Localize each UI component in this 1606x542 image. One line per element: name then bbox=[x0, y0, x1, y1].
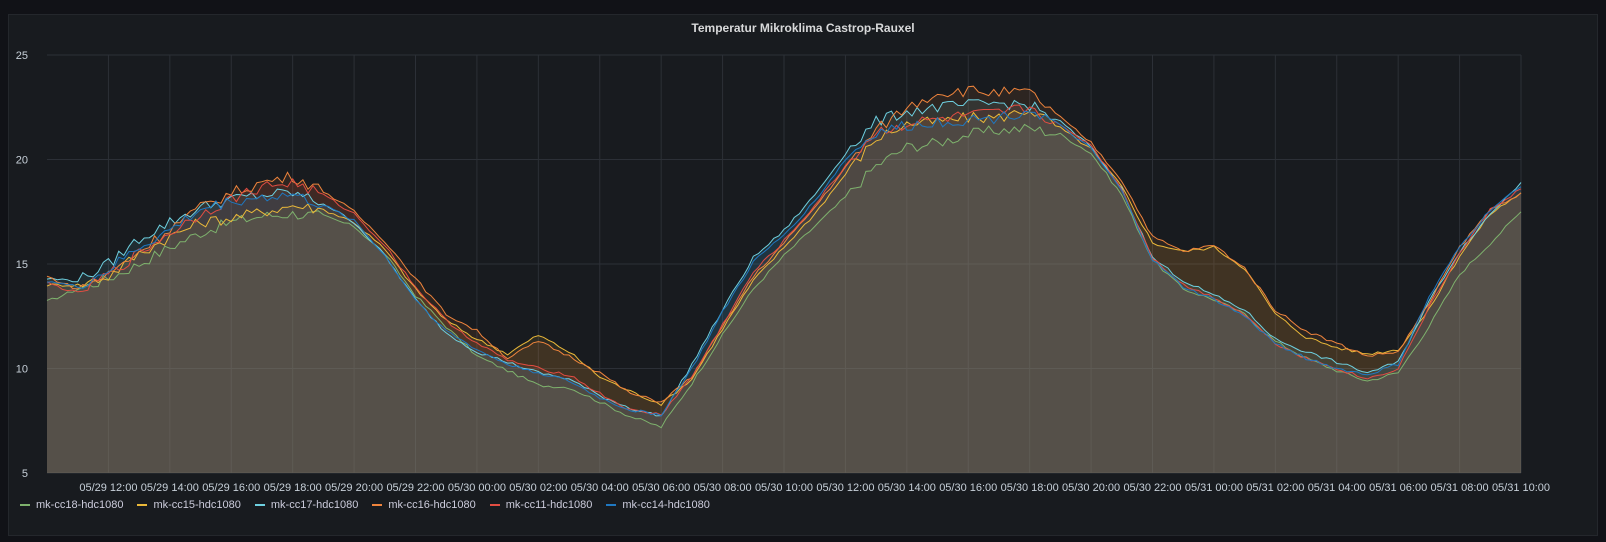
series-line[interactable] bbox=[46, 85, 1522, 403]
x-tick-label: 05/29 16:00 bbox=[202, 482, 260, 494]
x-tick-label: 05/30 16:00 bbox=[939, 482, 997, 494]
legend-item[interactable]: mk-cc16-hdc1080 bbox=[372, 499, 476, 511]
y-tick-label: 10 bbox=[16, 364, 28, 376]
x-tick-label: 05/30 14:00 bbox=[878, 482, 936, 494]
series-line[interactable] bbox=[46, 99, 1522, 417]
y-tick-label: 25 bbox=[16, 50, 28, 62]
panel-title[interactable]: Temperatur Mikroklima Castrop-Rauxel bbox=[691, 21, 915, 35]
graph-panel: Temperatur Mikroklima Castrop-Rauxel bbox=[8, 14, 1598, 536]
x-tick-label: 05/30 18:00 bbox=[1001, 482, 1059, 494]
legend-item[interactable]: mk-cc18-hdc1080 bbox=[20, 499, 123, 511]
x-tick-label: 05/31 00:00 bbox=[1185, 482, 1243, 494]
series-area bbox=[47, 86, 1521, 473]
series-area bbox=[47, 99, 1521, 473]
x-tick-label: 05/30 12:00 bbox=[816, 482, 874, 494]
y-tick-label: 15 bbox=[16, 259, 28, 271]
x-tick-label: 05/31 10:00 bbox=[1492, 482, 1550, 494]
legend-swatch bbox=[489, 504, 500, 506]
x-tick-label: 05/30 00:00 bbox=[448, 482, 506, 494]
legend-label: mk-cc18-hdc1080 bbox=[36, 499, 124, 511]
x-tick-label: 05/31 04:00 bbox=[1308, 482, 1366, 494]
legend-label: mk-cc15-hdc1080 bbox=[153, 499, 241, 511]
legend-item[interactable]: mk-cc17-hdc1080 bbox=[254, 499, 359, 511]
legend-item[interactable]: mk-cc11-hdc1080 bbox=[489, 499, 593, 511]
x-tick-label: 05/29 18:00 bbox=[264, 482, 322, 494]
legend-item[interactable]: mk-cc15-hdc1080 bbox=[137, 499, 241, 511]
legend-label: mk-cc11-hdc1080 bbox=[505, 499, 593, 511]
x-tick-label: 05/30 06:00 bbox=[632, 482, 690, 494]
series-area bbox=[47, 110, 1521, 473]
x-tick-label: 05/29 14:00 bbox=[141, 482, 199, 494]
x-tick-label: 05/30 22:00 bbox=[1123, 482, 1181, 494]
series-area bbox=[47, 105, 1521, 473]
x-tick-label: 05/31 08:00 bbox=[1431, 482, 1489, 494]
legend-label: mk-cc16-hdc1080 bbox=[388, 499, 476, 511]
x-tick-label: 05/30 20:00 bbox=[1062, 482, 1120, 494]
legend-swatch bbox=[606, 504, 617, 506]
series-area bbox=[47, 124, 1521, 474]
legend-swatch bbox=[20, 504, 30, 506]
series-line[interactable] bbox=[46, 123, 1522, 429]
series-area bbox=[47, 111, 1521, 473]
x-tick-label: 05/30 02:00 bbox=[509, 482, 567, 494]
y-tick-label: 5 bbox=[22, 468, 28, 480]
x-tick-label: 05/29 12:00 bbox=[79, 482, 137, 494]
x-tick-label: 05/31 06:00 bbox=[1369, 482, 1427, 494]
legend-swatch bbox=[137, 504, 148, 506]
legend-item[interactable]: mk-cc14-hdc1080 bbox=[606, 499, 710, 511]
x-tick-label: 05/30 04:00 bbox=[571, 482, 629, 494]
y-tick-label: 20 bbox=[16, 155, 28, 167]
legend-label: mk-cc14-hdc1080 bbox=[622, 499, 710, 511]
x-tick-label: 05/29 20:00 bbox=[325, 482, 383, 494]
legend: mk-cc18-hdc1080 mk-cc15-hdc1080 mk-cc17-hd… bbox=[20, 499, 724, 511]
legend-swatch bbox=[372, 504, 383, 506]
x-tick-label: 05/30 08:00 bbox=[694, 482, 752, 494]
x-tick-label: 05/31 02:00 bbox=[1246, 482, 1304, 494]
series-line[interactable] bbox=[46, 110, 1522, 407]
series-line[interactable] bbox=[46, 110, 1522, 417]
x-tick-label: 05/29 22:00 bbox=[386, 482, 444, 494]
x-tick-label: 05/30 10:00 bbox=[755, 482, 813, 494]
legend-swatch bbox=[254, 504, 265, 506]
legend-label: mk-cc17-hdc1080 bbox=[270, 499, 359, 511]
